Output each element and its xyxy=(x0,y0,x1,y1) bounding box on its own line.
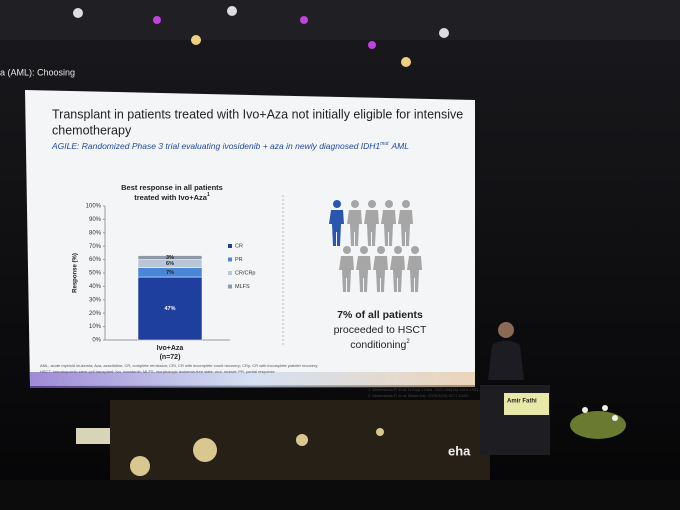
callout-line: 7% of all patients xyxy=(337,309,423,321)
person-body xyxy=(407,256,422,292)
reference: 1. Montesinos P, et al. N Engl J Med. 20… xyxy=(368,387,480,392)
decoration xyxy=(376,428,384,436)
chart-title-sup: 1 xyxy=(207,192,210,198)
callout-sup: 2 xyxy=(406,339,410,345)
podium-name: Amir Fathi xyxy=(507,399,537,405)
legend-label: CR/CRp xyxy=(235,270,255,276)
legend-swatch xyxy=(228,257,232,262)
audience xyxy=(0,480,680,510)
person-body xyxy=(339,256,354,292)
bar-segment xyxy=(137,255,203,260)
person-head xyxy=(402,200,410,208)
speaker-body xyxy=(488,340,524,380)
slide-subtitle: AGILE: Randomized Phase 3 trial evaluati… xyxy=(51,141,409,151)
callout-line: proceeded to HSCT xyxy=(334,324,427,336)
light xyxy=(191,35,201,45)
light xyxy=(153,16,161,24)
light xyxy=(300,16,308,24)
legend-label: CR xyxy=(235,243,243,249)
chart-title: treated with Ivo+Aza1 xyxy=(134,192,210,202)
person-head xyxy=(360,246,368,254)
person-body xyxy=(329,210,344,246)
y-axis-label: Response (%) xyxy=(73,253,79,293)
y-tick-label: 10% xyxy=(89,324,102,330)
callout-line: conditioning xyxy=(350,339,406,351)
plant xyxy=(570,405,626,439)
y-tick-label: 100% xyxy=(86,204,102,210)
person-body xyxy=(373,256,388,292)
person-head xyxy=(411,246,419,254)
chart-title-line: treated with Ivo+Aza xyxy=(134,193,208,202)
slide-content: Transplant in patients treated with Ivo+… xyxy=(40,107,480,398)
person-body xyxy=(364,210,379,246)
reference: 2. Montesinos P, et al. Blood Adv. 2025;… xyxy=(368,393,469,398)
slide xyxy=(25,90,475,386)
person-head xyxy=(394,246,402,254)
person-head xyxy=(343,246,351,254)
light xyxy=(73,8,83,18)
person-head xyxy=(368,200,376,208)
y-tick-label: 60% xyxy=(89,257,102,263)
chart-title: Best response in all patients xyxy=(121,183,223,192)
subtitle-after: AML xyxy=(391,141,410,151)
value-label: 6% xyxy=(166,261,174,267)
footnote: HSCT, hematopoietic stem cell transplant… xyxy=(40,369,275,374)
y-tick-label: 70% xyxy=(89,244,102,250)
ceiling xyxy=(0,0,680,40)
screen-header: a (AML): Choosing xyxy=(0,67,75,77)
legend-swatch xyxy=(228,284,232,289)
legend-swatch xyxy=(228,244,232,248)
person-head xyxy=(377,246,385,254)
slide-title: Transplant in patients treated with Ivo+… xyxy=(52,107,463,121)
light xyxy=(401,57,411,67)
legend-label: MLFS xyxy=(235,284,250,290)
light xyxy=(368,41,376,49)
light xyxy=(227,6,237,16)
callout: 7% of all patients xyxy=(337,309,423,321)
callout: conditioning2 xyxy=(350,339,410,351)
footnote: AML, acute myeloid leukemia; Aza, azacit… xyxy=(40,363,318,368)
value-label: 47% xyxy=(164,306,175,312)
logo: eha xyxy=(448,443,471,458)
subtitle-text: AGILE: Randomized Phase 3 trial evaluati… xyxy=(51,141,380,151)
bar-segment xyxy=(137,276,203,341)
y-tick-label: 20% xyxy=(89,311,102,317)
y-tick-label: 40% xyxy=(89,284,102,290)
person-head xyxy=(385,200,393,208)
y-tick-label: 80% xyxy=(89,230,102,236)
y-tick-label: 50% xyxy=(89,271,102,277)
x-tick-label: Ivo+Aza xyxy=(157,345,184,352)
person-body xyxy=(390,256,405,292)
legend-swatch xyxy=(228,271,232,275)
person-body xyxy=(347,210,362,246)
person-head xyxy=(351,200,359,208)
person-body xyxy=(356,256,371,292)
slide-band xyxy=(30,372,475,388)
legend-label: PR xyxy=(235,257,243,263)
slide-title: chemotherapy xyxy=(52,123,132,137)
decoration xyxy=(193,438,217,462)
person-body xyxy=(381,210,396,246)
decoration xyxy=(296,434,308,446)
person-body xyxy=(398,210,413,246)
name-plate xyxy=(504,393,549,415)
light xyxy=(439,28,449,38)
y-tick-label: 90% xyxy=(89,217,102,223)
y-tick-label: 30% xyxy=(89,297,102,303)
person-head xyxy=(333,200,341,208)
monitor xyxy=(76,428,110,444)
decoration xyxy=(130,456,150,476)
x-tick-note: (n=72) xyxy=(160,354,181,361)
y-tick-label: 0% xyxy=(92,338,101,344)
value-label: 3% xyxy=(166,255,174,261)
subtitle-sup: mut xyxy=(380,141,389,147)
speaker-head xyxy=(498,322,514,338)
value-label: 7% xyxy=(166,270,174,276)
